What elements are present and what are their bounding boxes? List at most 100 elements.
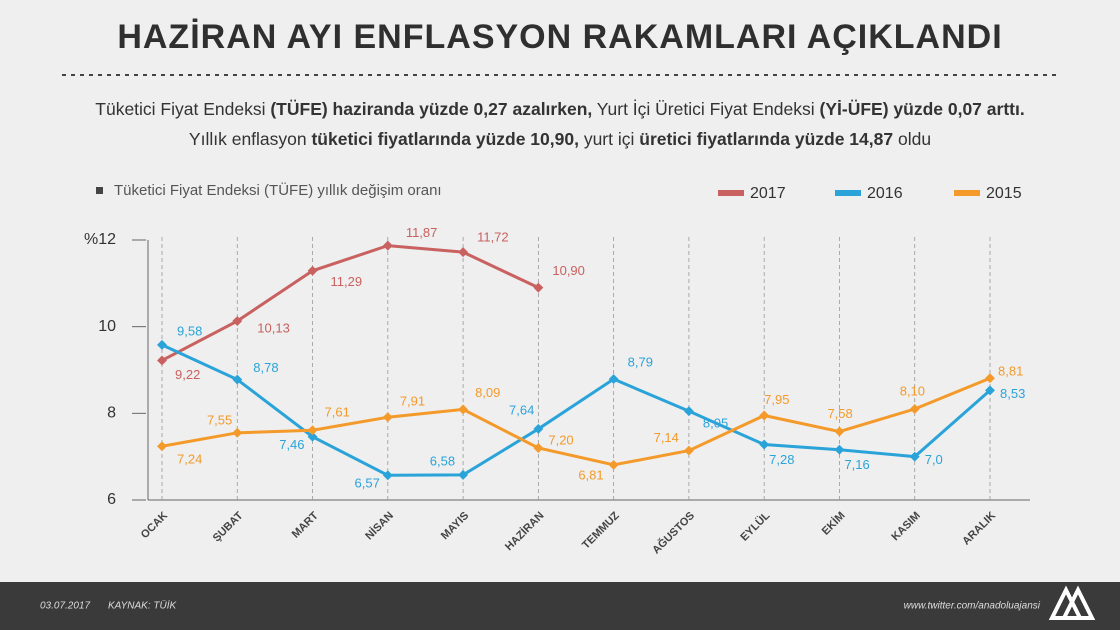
value-label: 9,58 (177, 323, 202, 338)
point (157, 441, 167, 452)
point (533, 282, 544, 293)
point (608, 374, 619, 385)
value-label: 8,10 (900, 383, 925, 398)
point (307, 265, 318, 276)
legend-swatch (718, 190, 744, 196)
x-tick-label: OCAK (139, 510, 170, 541)
caption-marker (96, 187, 103, 194)
subtitle-part: yurt içi (578, 129, 640, 149)
value-label: 10,13 (257, 320, 290, 335)
value-label: 8,09 (475, 385, 500, 400)
value-label: 7,58 (827, 406, 852, 421)
point (985, 373, 995, 384)
value-label: 7,61 (325, 405, 350, 420)
subtitle-part: Yurt İçi Üretici Fiyat Endeksi (592, 99, 820, 119)
subtitle-part: (TÜFE) haziranda yüzde 0,27 azalırken, (270, 99, 593, 119)
point (759, 439, 770, 450)
y-tick-label: %12 (84, 231, 116, 248)
value-label: 7,28 (769, 452, 794, 467)
x-tick-label: MAYIS (439, 510, 471, 542)
footer-source: KAYNAK: TÜİK (108, 600, 177, 612)
point (458, 469, 469, 480)
subtitle-part: üretici fiyatlarında yüzde 14,87 (639, 129, 894, 149)
x-tick-label: EKİM (819, 509, 848, 538)
point (909, 451, 920, 462)
subtitle-part: Yıllık enflasyon (188, 129, 312, 149)
series-line (161, 343, 991, 477)
legend-swatch (954, 190, 980, 196)
value-label: 6,58 (430, 453, 455, 468)
point (382, 240, 393, 251)
point (157, 355, 167, 366)
value-label: 8,05 (703, 416, 728, 431)
x-tick-label: TEMMUZ (580, 509, 622, 551)
point (382, 470, 393, 481)
subtitle-part: (Yİ-ÜFE) yüzde 0,07 arttı. (819, 99, 1025, 119)
subtitle-part: tüketici fiyatlarında yüzde 10,90, (311, 129, 579, 149)
point (307, 425, 318, 436)
point (157, 339, 167, 350)
value-label: 6,81 (578, 467, 603, 482)
point (759, 410, 770, 421)
logo (1048, 585, 1096, 620)
legend-swatch (835, 190, 861, 196)
point (834, 444, 845, 455)
x-tick-label: MART (290, 510, 321, 541)
value-label: 11,72 (477, 230, 509, 245)
legend-label: 2017 (750, 185, 786, 202)
value-label: 7,46 (279, 437, 304, 452)
subtitle: Tüketici Fiyat Endeksi (TÜFE) haziranda … (80, 94, 1040, 154)
point (533, 423, 544, 434)
legend-label: 2016 (867, 185, 903, 202)
x-tick-label: NİSAN (363, 509, 396, 542)
y-tick-label: 8 (107, 405, 116, 422)
value-label: 8,81 (998, 364, 1023, 379)
value-label: 7,91 (400, 394, 425, 409)
value-label: 7,20 (548, 432, 573, 447)
title: HAZİRAN AYI ENFLASYON RAKAMLARI AÇIKLAND… (117, 18, 1003, 56)
x-tick-label: KASIM (889, 510, 923, 544)
value-label: 9,22 (175, 367, 200, 382)
series-line (161, 244, 540, 362)
point (382, 412, 393, 423)
value-label: 6,57 (355, 476, 380, 491)
x-tick-label: HAZİRAN (502, 509, 546, 553)
point (909, 404, 920, 414)
value-label: 7,24 (177, 452, 202, 467)
subtitle-part: Tüketici Fiyat Endeksi (95, 99, 271, 119)
y-tick-label: 6 (107, 491, 116, 508)
x-tick-label: EYLÜL (738, 509, 773, 544)
x-tick-label: ŞUBAT (211, 509, 246, 544)
value-label: 7,16 (844, 457, 869, 472)
subtitle-part: oldu (893, 129, 932, 149)
series-line (161, 376, 991, 467)
point (458, 404, 469, 415)
footer-date: 03.07.2017 (40, 601, 90, 612)
value-label: 7,14 (654, 430, 679, 445)
point (232, 316, 243, 326)
legend-label: 2015 (986, 185, 1022, 202)
point (533, 443, 544, 453)
value-label: 8,53 (1000, 386, 1025, 401)
point (985, 385, 995, 396)
point (683, 445, 694, 456)
value-label: 8,78 (253, 360, 278, 375)
value-label: 11,87 (406, 225, 438, 240)
value-label: 10,90 (552, 263, 585, 278)
x-tick-label: AĞUSTOS (650, 509, 698, 557)
caption: Tüketici Fiyat Endeksi (TÜFE) yıllık değ… (114, 181, 442, 199)
point (232, 427, 243, 438)
value-label: 7,55 (207, 412, 232, 427)
footer-url: www.twitter.com/anadoluajansi (904, 601, 1041, 612)
point (232, 374, 243, 385)
value-label: 7,64 (509, 402, 534, 417)
value-label: 11,29 (331, 274, 363, 289)
point (834, 426, 845, 437)
point (608, 459, 619, 470)
value-label: 8,79 (628, 355, 653, 370)
footer-band (0, 582, 1120, 630)
x-tick-label: ARALIK (960, 510, 998, 548)
point (683, 406, 694, 417)
